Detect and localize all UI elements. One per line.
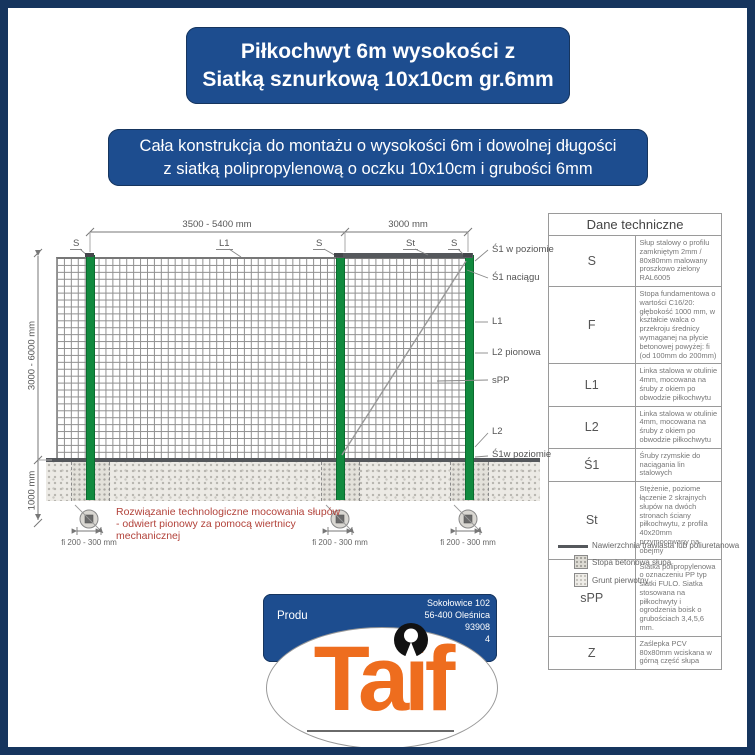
side-label-s1-naciag: Ś1 naciągu: [492, 272, 540, 283]
row-description: Siatka polipropylenowa o oznaczeniu PP t…: [634, 558, 722, 637]
row-description: Śruby rzymskie do naciągania lin stalowy…: [634, 447, 722, 483]
table-row: Z Zaślepka PCV 80x80mm wciskana w górną …: [548, 635, 722, 671]
dim-span-left: 3500 - 5400 mm: [182, 219, 252, 230]
row-description: Słup stalowy o profilu zamkniętym 2mm / …: [634, 235, 722, 287]
taif-logo-text: Taif: [313, 628, 456, 730]
dim-height: 3000 - 6000 mm: [26, 320, 38, 391]
logo-pin-icon: [394, 623, 428, 657]
label-post-s-2: S: [313, 238, 326, 250]
row-description: Stopa fundamentowa o wartości C16/20: gł…: [634, 285, 722, 365]
row-description: Linka stalowa w otulinie 4mm, mocowana n…: [634, 405, 722, 449]
mounting-note: Rozwiązanie technologiczne mocowania słu…: [116, 506, 356, 542]
drill-diameter-label: fi 200 - 300 mm: [61, 538, 117, 547]
mounting-note-line-1: Rozwiązanie technologiczne mocowania słu…: [116, 506, 341, 518]
fence-post-middle: [336, 255, 345, 500]
label-post-s-1: S: [70, 238, 83, 250]
label-post-s-3: S: [448, 238, 461, 250]
side-label-s1-poziom: Ś1 w poziomie: [492, 244, 554, 255]
row-symbol: L2: [548, 405, 636, 449]
row-symbol: sPP: [548, 558, 636, 637]
concrete-swatch: [574, 555, 588, 569]
fence-post-right: [465, 255, 474, 500]
row-symbol: Ś1: [548, 447, 636, 483]
producer-label: Produ: [277, 610, 308, 622]
brace-bar: [336, 253, 473, 258]
table-row: F Stopa fundamentowa o wartości C16/20: …: [548, 285, 722, 365]
drill-diameter-label: fi 200 - 300 mm: [312, 538, 368, 547]
intro-line-2: z siatką polipropylenową o oczku 10x10cm…: [163, 160, 593, 178]
technical-data-table: Dane techniczne S Słup stalowy o profilu…: [548, 213, 722, 671]
legend-label-concrete: Stopa betonowa słupa: [592, 558, 672, 567]
intro-line-1: Cała konstrukcja do montażu o wysokości …: [139, 137, 617, 155]
address-line: 4: [484, 634, 490, 644]
drill-diameter-label: fi 200 - 300 mm: [440, 538, 496, 547]
title-line-2: Siatką sznurkową 10x10cm gr.6mm: [202, 68, 554, 91]
address-line: 93908: [464, 622, 490, 632]
net-mesh: [56, 257, 473, 461]
table-row: S Słup stalowy o profilu zamkniętym 2mm …: [548, 235, 722, 287]
row-description: Linka stalowa w otulinie 4mm, mocowana n…: [634, 363, 722, 407]
table-title: Dane techniczne: [548, 213, 722, 236]
label-brace-st: St: [403, 238, 418, 250]
row-symbol: F: [548, 285, 636, 365]
taif-logo-oval: [266, 627, 498, 749]
soil-swatch: [574, 573, 588, 587]
label-cable-l1: L1: [216, 238, 233, 250]
table-row: L2 Linka stalowa w otulinie 4mm, mocowan…: [548, 405, 722, 449]
dim-span-right: 3000 mm: [388, 219, 428, 230]
address-line: 56-400 Oleśnica: [424, 610, 490, 620]
address-line: Sokołowice 102: [426, 598, 490, 608]
table-row: Ś1 Śruby rzymskie do naciągania lin stal…: [548, 447, 722, 483]
row-symbol: L1: [548, 363, 636, 407]
title-line-1: Piłkochwyt 6m wysokości z: [240, 40, 516, 63]
intro-banner: Cała konstrukcja do montażu o wysokości …: [108, 129, 648, 186]
producer-address: Sokołowice 102 56-400 Oleśnica 93908 4: [330, 597, 490, 645]
ground-surface-line: [46, 458, 540, 462]
table-row: sPP Siatka polipropylenowa o oznaczeniu …: [548, 558, 722, 637]
side-label-s1w-poziom: Ś1w poziomie: [492, 449, 552, 460]
table-row: L1 Linka stalowa w otulinie 4mm, mocowan…: [548, 363, 722, 407]
page-title: Piłkochwyt 6m wysokości z Siatką sznurko…: [186, 27, 570, 104]
logo-underline: [307, 730, 454, 732]
legend-label-surface: Nawierzchnia trawiasta lub poliuretanowa: [592, 541, 740, 550]
mounting-note-line-2: - odwiert pionowy za pomocą wiertnicy me…: [116, 518, 296, 542]
row-description: Stężenie, poziome łączenie 2 skrajnych s…: [634, 481, 722, 560]
row-symbol: Z: [548, 635, 636, 671]
row-description: Zaślepka PCV 80x80mm wciskana w górną cz…: [634, 635, 722, 671]
dim-foundation-depth: 1000 mm: [26, 470, 38, 511]
row-symbol: S: [548, 235, 636, 287]
side-label-l2: L2: [492, 426, 503, 437]
side-label-spp: sPP: [492, 375, 510, 386]
surface-line-swatch: [558, 545, 588, 548]
fence-post-left: [86, 255, 95, 500]
legend-label-soil: Grunt pierwotny: [592, 576, 649, 585]
side-label-l1: L1: [492, 316, 503, 327]
side-label-l2-pionowa: L2 pionowa: [492, 347, 541, 358]
